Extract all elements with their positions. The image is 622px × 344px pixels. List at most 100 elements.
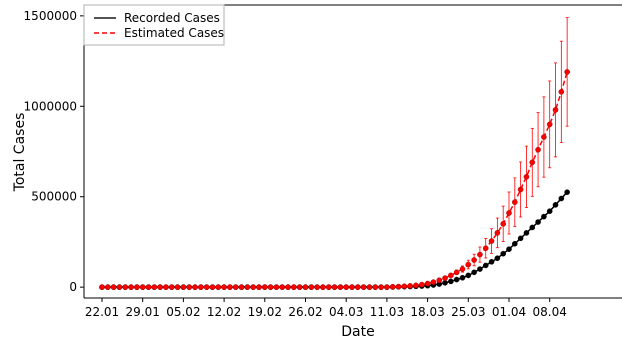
data-point-estimated — [413, 282, 419, 289]
data-point-estimated — [105, 284, 111, 290]
x-tick-label: 18.03 — [410, 305, 444, 319]
y-tick-label: 1500000 — [24, 9, 77, 23]
data-point-estimated — [256, 284, 262, 290]
data-point-estimated — [407, 283, 413, 289]
y-tick-label: 500000 — [31, 190, 77, 204]
x-tick-label: 05.02 — [166, 305, 200, 319]
data-point-recorded — [465, 272, 472, 279]
y-axis-label: Total Cases — [12, 113, 28, 193]
data-point-estimated — [430, 279, 437, 285]
data-point-estimated — [372, 284, 379, 290]
y-tick-label: 1000000 — [24, 99, 77, 113]
data-point-estimated — [186, 284, 193, 290]
data-point-estimated — [302, 284, 309, 290]
data-point-estimated — [238, 284, 245, 290]
data-point-estimated — [128, 284, 134, 290]
data-point-recorded — [552, 202, 559, 208]
data-point-recorded — [564, 189, 570, 195]
data-point-estimated — [151, 284, 158, 290]
x-axis-label: Date — [341, 324, 374, 340]
legend-frame — [83, 4, 225, 46]
data-point-estimated — [198, 284, 204, 290]
data-point-estimated — [168, 284, 175, 290]
data-point-estimated — [395, 283, 402, 290]
data-point-estimated — [366, 284, 373, 290]
axes — [83, 4, 622, 299]
data-point-recorded — [494, 255, 501, 262]
data-point-estimated — [418, 281, 425, 288]
series-markers — [99, 69, 570, 290]
data-point-estimated — [541, 134, 547, 140]
data-point-estimated — [378, 284, 384, 290]
data-point-recorded — [477, 266, 483, 272]
data-point-estimated — [244, 284, 251, 290]
data-point-estimated — [436, 277, 443, 284]
data-point-estimated — [424, 280, 431, 287]
error-bars — [443, 17, 569, 280]
data-point-estimated — [221, 284, 227, 290]
data-point-estimated — [320, 284, 326, 290]
data-point-recorded — [506, 246, 512, 252]
data-point-recorded — [541, 213, 547, 220]
data-point-estimated — [203, 284, 210, 290]
data-point-estimated — [180, 284, 187, 290]
data-point-recorded — [442, 280, 448, 286]
data-point-estimated — [465, 261, 472, 268]
data-point-estimated — [448, 272, 454, 279]
data-point-recorded — [535, 219, 541, 225]
x-tick-label: 25.03 — [451, 305, 485, 319]
data-point-estimated — [116, 284, 123, 290]
data-point-estimated — [453, 269, 460, 276]
data-point-recorded — [453, 276, 460, 283]
data-point-recorded — [529, 224, 536, 231]
x-tick-label: 04.03 — [329, 305, 363, 319]
data-point-estimated — [215, 284, 222, 290]
data-point-estimated — [291, 284, 297, 290]
data-point-estimated — [558, 89, 565, 95]
legend-label-recorded: Recorded Cases — [124, 11, 220, 25]
data-point-estimated — [296, 284, 303, 290]
data-point-estimated — [500, 221, 506, 227]
series-line-estimated — [102, 71, 568, 288]
data-point-estimated — [523, 174, 530, 180]
data-point-estimated — [331, 284, 338, 290]
data-point-estimated — [482, 245, 489, 252]
data-point-estimated — [209, 284, 216, 290]
data-point-recorded — [523, 230, 530, 236]
data-point-estimated — [325, 284, 332, 290]
data-point-estimated — [99, 284, 105, 290]
legend: Recorded Cases Estimated Cases — [83, 4, 225, 46]
data-point-estimated — [285, 284, 291, 290]
legend-label-estimated: Estimated Cases — [124, 26, 224, 40]
data-point-estimated — [174, 284, 181, 290]
data-point-estimated — [279, 284, 286, 290]
data-point-estimated — [546, 121, 553, 128]
data-point-estimated — [232, 284, 239, 290]
data-point-recorded — [488, 259, 495, 265]
data-point-estimated — [343, 284, 350, 290]
data-point-estimated — [122, 284, 129, 290]
data-point-estimated — [360, 284, 367, 290]
x-tick-label: 29.01 — [126, 305, 160, 319]
data-point-estimated — [349, 284, 355, 290]
x-tick-label: 01.04 — [492, 305, 526, 319]
data-point-recorded — [517, 235, 524, 242]
data-point-estimated — [134, 284, 140, 290]
data-point-recorded — [448, 278, 454, 285]
axis-ticks: 22.01 29.01 05.02 12.02 19.02 26.02 04.03 11.03… — [24, 9, 567, 319]
data-point-recorded — [558, 195, 565, 202]
data-point-estimated — [535, 146, 541, 153]
data-point-estimated — [442, 275, 448, 281]
data-point-estimated — [227, 284, 233, 290]
data-point-estimated — [145, 284, 152, 290]
y-tick-label: 0 — [69, 280, 77, 294]
data-point-estimated — [384, 284, 390, 290]
data-point-estimated — [506, 210, 512, 216]
x-tick-label: 08.04 — [533, 305, 567, 319]
x-tick-label: 22.01 — [85, 305, 119, 319]
data-point-estimated — [355, 284, 361, 290]
data-point-estimated — [471, 257, 477, 263]
data-point-estimated — [157, 284, 163, 290]
